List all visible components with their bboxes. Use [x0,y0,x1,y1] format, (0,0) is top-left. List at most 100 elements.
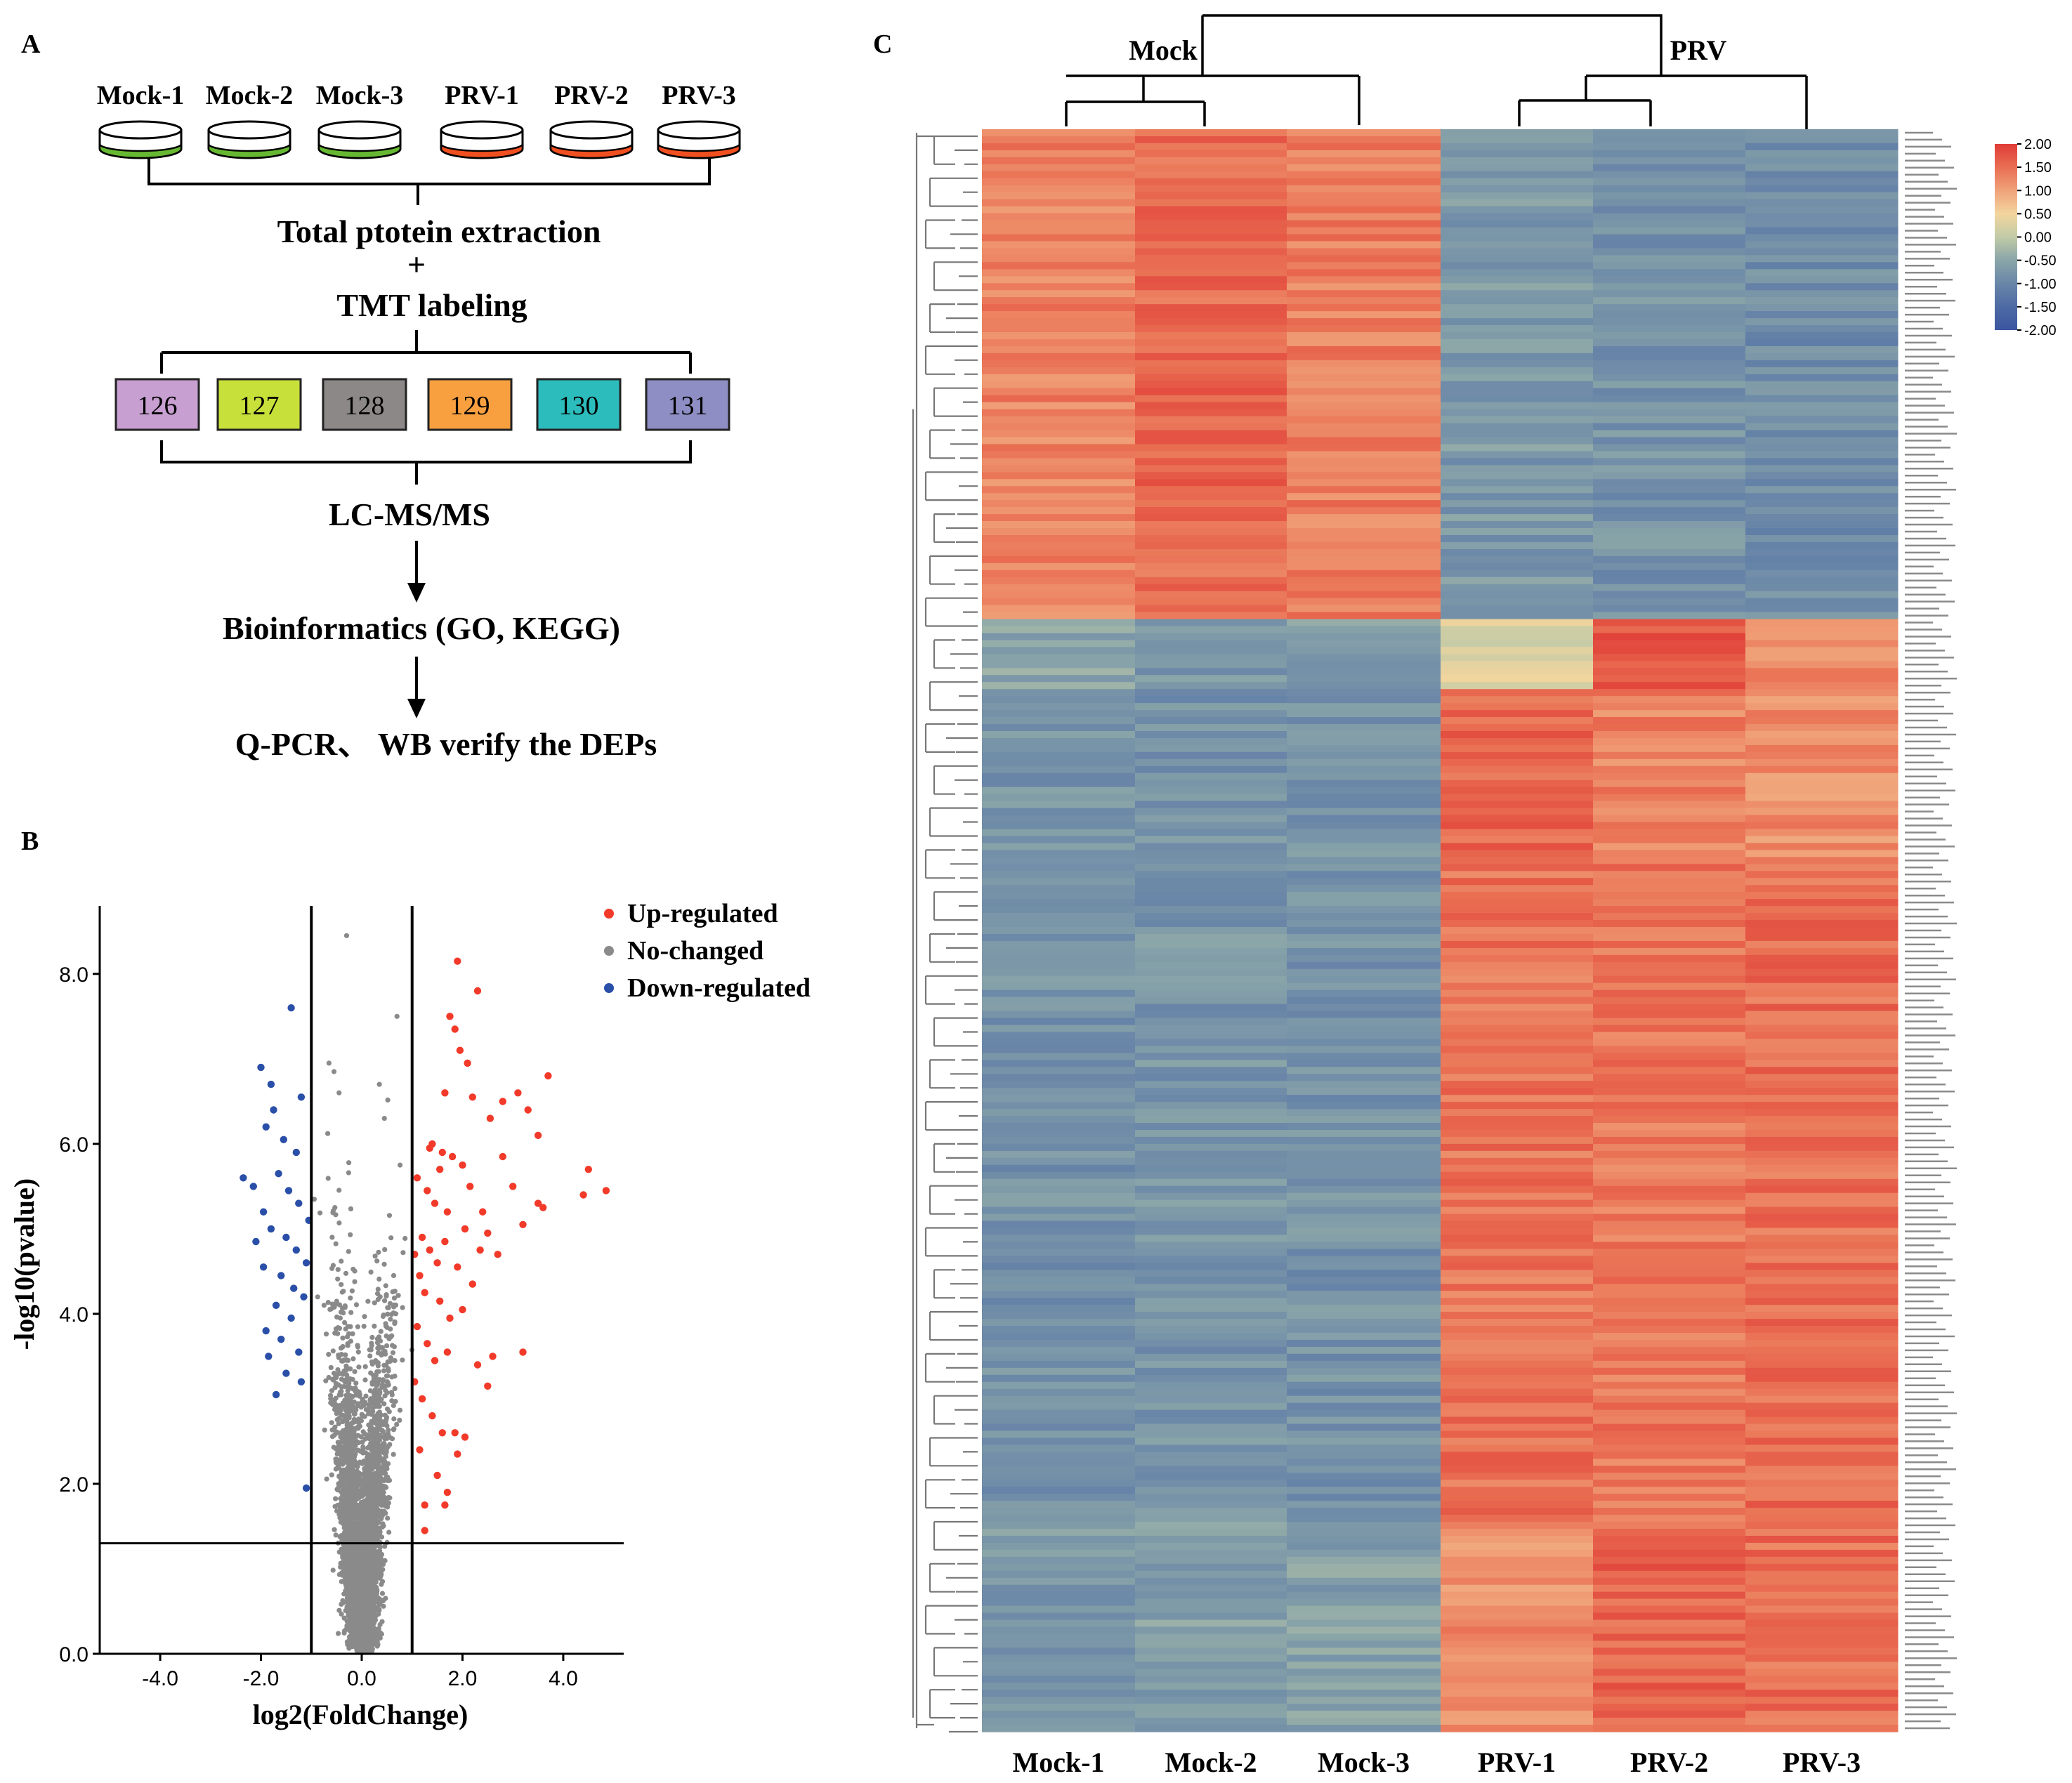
heatmap-cell [1441,927,1594,935]
point-no-changed [379,1572,384,1577]
point-no-changed [362,1566,368,1572]
heatmap-cell [1745,1242,1899,1250]
heatmap-cell [1135,1130,1287,1138]
heatmap-cell [1593,451,1746,459]
heatmap-cell [982,331,1136,340]
heatmap-cell [1287,1487,1441,1494]
point-no-changed [332,1527,337,1532]
point-no-changed [377,1338,383,1344]
point-no-changed [355,1565,361,1571]
point-no-changed [365,1298,371,1304]
heatmap-cell [1135,947,1287,956]
heatmap-cell [1287,1263,1441,1270]
heatmap-cell [1135,304,1287,312]
point-up-regulated [424,1187,431,1195]
heatmap-cell [1135,737,1287,746]
heatmap-cell [982,395,1136,403]
point-no-changed [328,1393,334,1398]
heatmap-cell [982,871,1136,879]
heatmap-cell [1135,1353,1287,1362]
heatmap-cell [1745,416,1899,424]
point-no-changed [348,1338,353,1344]
heatmap-cell [1745,1298,1899,1305]
heatmap-cell [1745,1437,1899,1446]
point-no-changed [352,1607,358,1613]
point-no-changed [393,1399,398,1404]
heatmap-cell [982,801,1136,809]
heatmap-cell [1287,899,1441,907]
heatmap-cell [1745,772,1899,781]
point-no-changed [376,1369,381,1374]
heatmap-cell [1745,1402,1899,1411]
heatmap-cell [1745,1473,1899,1480]
point-down-regulated [295,1199,303,1207]
heatmap-cell [1135,1109,1287,1117]
tmt-tag-label: 128 [345,391,385,421]
heatmap-cell [1441,591,1594,599]
point-no-changed [385,1097,391,1103]
heatmap-cell [1745,338,1899,347]
heatmap-cell [982,437,1136,445]
point-no-changed [342,1537,348,1542]
heatmap-cell [1135,871,1287,879]
point-no-changed [397,1407,403,1413]
point-no-changed [373,1599,379,1605]
heatmap-cell [982,493,1136,501]
heatmap-cell [1287,1381,1441,1390]
heatmap-cell [982,577,1136,585]
heatmap-cell [982,1136,1136,1145]
heatmap-cell [1441,1123,1594,1131]
point-no-changed [336,1353,341,1358]
heatmap-cell [1441,1515,1594,1522]
point-no-changed [332,1385,338,1390]
tmt-tag-128: 128 [322,378,407,431]
heatmap-cell [1745,1270,1899,1277]
point-no-changed [346,1170,351,1176]
heatmap-cell [1135,500,1287,508]
dish-prv-2: PRV-2 [549,81,634,159]
point-no-changed [367,1388,374,1394]
heatmap-cell [1287,555,1441,564]
point-no-changed [349,1456,355,1461]
heatmap-cell [1135,794,1287,802]
point-no-changed [385,1515,391,1521]
point-no-changed [386,1305,391,1310]
heatmap-cell [1745,143,1899,151]
heatmap-cell [1441,290,1594,298]
point-no-changed [376,1484,381,1489]
heatmap-cell [1593,185,1746,193]
heatmap-cell [1135,1395,1287,1404]
point-no-changed [385,1311,391,1317]
heatmap-cell [1593,626,1746,634]
point-no-changed [379,1619,385,1624]
point-no-changed [383,1283,388,1289]
point-up-regulated [451,1429,459,1437]
point-up-regulated [426,1144,433,1152]
point-up-regulated [473,987,482,995]
heatmap-cell [1135,1409,1287,1418]
heatmap-cell [1745,1136,1899,1145]
point-no-changed [335,1440,341,1445]
heatmap-cell [1135,1116,1287,1124]
point-no-changed [311,1197,317,1202]
point-no-changed [384,1423,390,1428]
heatmap-cell [1593,290,1746,298]
heatmap-cell [1135,1011,1287,1019]
heatmap-cell [1135,395,1287,403]
sample-dishes: Mock-1 Mock-2 Mock-3 PRV-1 PRV-2 PRV-3 [97,81,741,159]
heatmap-cell [1287,136,1441,144]
heatmap-cell [1745,815,1899,823]
heatmap-cell [1441,227,1594,235]
heatmap-cell [1441,794,1594,802]
heatmap-cell [1745,1256,1899,1263]
heatmap-cell [1287,989,1441,998]
point-no-changed [385,1380,391,1386]
heatmap-cell [1135,570,1287,578]
x-tick-label: -2.0 [243,1667,280,1690]
heatmap-cell [1745,1095,1899,1103]
point-no-changed [381,1603,386,1609]
heatmap-cell [1593,1206,1746,1215]
heatmap-cell [1441,940,1594,949]
heatmap-cell [1745,430,1899,438]
heatmap-cell [1745,437,1899,445]
